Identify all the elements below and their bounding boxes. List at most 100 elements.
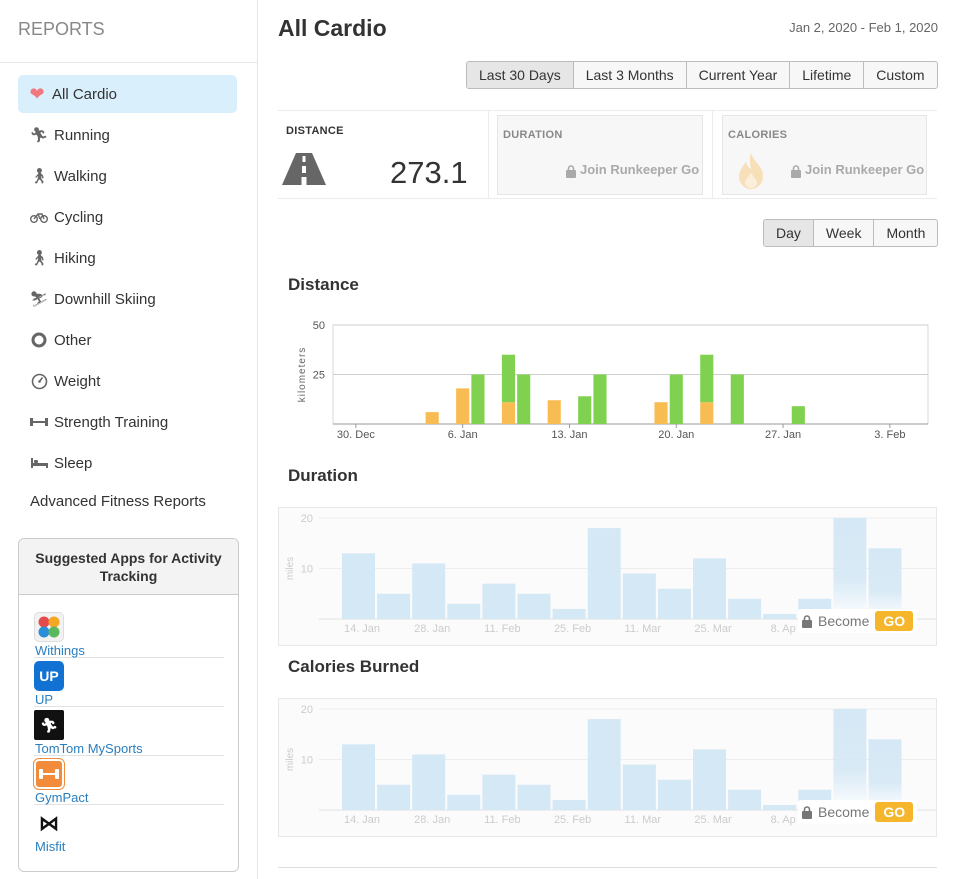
- bar: [657, 588, 691, 619]
- range-button-custom[interactable]: Custom: [863, 62, 936, 88]
- cycling-icon: [28, 211, 50, 223]
- y-tick-label: 20: [301, 704, 313, 716]
- range-selector: Last 30 Days Last 3 Months Current Year …: [466, 61, 938, 89]
- calories-chart-locked[interactable]: 10 20 miles 14. Jan 28. Jan 11. Feb 25. Feb 11.…: [278, 698, 937, 837]
- x-tick-label: 6. Jan: [448, 429, 478, 441]
- duration-stat-locked[interactable]: DURATION Join Runkeeper Go: [497, 115, 703, 195]
- calories-stat-locked[interactable]: CALORIES Join Runkeeper Go: [722, 115, 927, 195]
- sidebar-item-hiking[interactable]: 🚶︎ Hiking: [18, 239, 237, 277]
- lock-icon: [791, 165, 801, 178]
- become-go-button[interactable]: Become GO: [798, 609, 918, 633]
- sidebar-item-running[interactable]: 🏃︎ Running: [18, 116, 237, 154]
- bar: [501, 354, 516, 403]
- x-tick-label: 3. Feb: [874, 429, 905, 441]
- app-tomtom[interactable]: 🏃︎ TomTom MySports: [34, 707, 224, 756]
- y-tick-label: 50: [313, 320, 325, 332]
- scale-icon: [28, 373, 50, 390]
- go-badge: GO: [875, 611, 914, 631]
- bar: [552, 608, 586, 619]
- sidebar-item-cycling[interactable]: Cycling: [18, 198, 237, 236]
- bar: [622, 764, 656, 810]
- page-title: All Cardio: [278, 15, 387, 41]
- app-name[interactable]: UP: [35, 692, 54, 707]
- range-button-lifetime[interactable]: Lifetime: [789, 62, 863, 88]
- sidebar-item-downhill-skiing[interactable]: ⛷︎ Downhill Skiing: [18, 280, 237, 318]
- bar: [868, 548, 902, 619]
- sidebar-item-strength-training[interactable]: Strength Training: [18, 403, 237, 441]
- bar: [447, 794, 481, 810]
- duration-chart-title: Duration: [288, 466, 358, 485]
- x-tick-label: 11. Feb: [484, 623, 521, 635]
- range-button-last-30-days[interactable]: Last 30 Days: [467, 62, 573, 88]
- period-selector: Day Week Month: [763, 219, 939, 247]
- distance-label: DISTANCE: [286, 125, 344, 137]
- bar: [593, 374, 607, 424]
- sidebar-item-label: Weight: [54, 372, 101, 390]
- sidebar-item-label: Walking: [54, 167, 107, 185]
- bar: [587, 528, 621, 619]
- go-badge: GO: [875, 802, 914, 822]
- sidebar-item-label: Other: [54, 331, 92, 349]
- x-tick-label: 25. Feb: [554, 814, 591, 826]
- skiing-icon: ⛷︎: [29, 291, 49, 308]
- bar: [552, 799, 586, 810]
- bar: [587, 719, 621, 810]
- app-gympact[interactable]: GymPact: [34, 756, 224, 805]
- up-logo-icon: UP: [34, 661, 64, 691]
- sidebar-item-label: Hiking: [54, 249, 96, 267]
- bar: [517, 784, 551, 810]
- bar: [447, 603, 481, 619]
- x-tick-label: 11. Mar: [625, 814, 662, 826]
- bar: [700, 402, 714, 424]
- bar: [482, 583, 516, 619]
- distance-chart: 25 50 kilometers 30. Dec 6. Jan 13. Jan 20. Ja…: [297, 320, 929, 441]
- become-go-button[interactable]: Become GO: [798, 800, 918, 824]
- y-tick-label: 20: [301, 513, 313, 525]
- bar: [728, 598, 762, 619]
- become-text: Become: [818, 804, 870, 820]
- join-runkeeper-go-link[interactable]: Join Runkeeper Go: [805, 162, 925, 177]
- bar: [654, 402, 668, 424]
- heart-icon: ❤: [29, 83, 45, 104]
- sidebar-item-sleep[interactable]: Sleep: [18, 444, 237, 482]
- app-misfit[interactable]: ⋈ Misfit: [34, 805, 224, 854]
- gympact-logo-icon: [34, 759, 64, 789]
- bed-icon: [28, 457, 50, 469]
- y-axis-label: miles: [285, 748, 296, 771]
- bar: [693, 749, 726, 810]
- sidebar-item-walking[interactable]: 🚶︎ Walking: [18, 157, 237, 195]
- period-button-day[interactable]: Day: [764, 220, 813, 246]
- withings-logo-icon: [34, 612, 64, 642]
- app-up[interactable]: UP UP: [34, 658, 224, 707]
- bar: [547, 400, 561, 424]
- app-withings[interactable]: Withings: [34, 609, 224, 658]
- bar: [763, 613, 797, 619]
- y-tick-label: 10: [301, 564, 313, 576]
- bar: [669, 374, 683, 424]
- sidebar-title: REPORTS: [18, 19, 105, 39]
- app-name[interactable]: Misfit: [35, 839, 66, 854]
- bar: [412, 754, 446, 810]
- period-button-week[interactable]: Week: [812, 220, 874, 246]
- range-button-current-year[interactable]: Current Year: [685, 62, 790, 88]
- duration-chart: 10 20 miles 14. Jan 28. Jan 11. Feb 25. Feb 11.…: [285, 513, 936, 635]
- y-axis-label: miles: [285, 557, 296, 580]
- bar: [868, 739, 902, 810]
- advanced-fitness-reports-link[interactable]: Advanced Fitness Reports: [30, 493, 206, 510]
- sidebar-item-other[interactable]: Other: [18, 321, 237, 359]
- x-tick-label: 8. Ap: [771, 814, 796, 826]
- range-button-last-3-months[interactable]: Last 3 Months: [572, 62, 686, 88]
- app-name[interactable]: Withings: [35, 643, 85, 658]
- period-button-month[interactable]: Month: [873, 220, 937, 246]
- app-name[interactable]: TomTom MySports: [35, 741, 143, 756]
- bar: [791, 406, 805, 424]
- divider: [0, 62, 257, 63]
- join-runkeeper-go-link[interactable]: Join Runkeeper Go: [580, 162, 700, 177]
- duration-chart-locked[interactable]: 10 20 miles 14. Jan 28. Jan 11. Feb 25. Feb 11.…: [278, 507, 937, 646]
- hiking-icon: 🚶︎: [29, 250, 49, 267]
- x-tick-label: 11. Mar: [625, 623, 662, 635]
- sidebar-item-all-cardio[interactable]: ❤ All Cardio: [18, 75, 237, 113]
- app-name[interactable]: GymPact: [35, 790, 89, 805]
- bar: [517, 593, 551, 619]
- sidebar-item-weight[interactable]: Weight: [18, 362, 237, 400]
